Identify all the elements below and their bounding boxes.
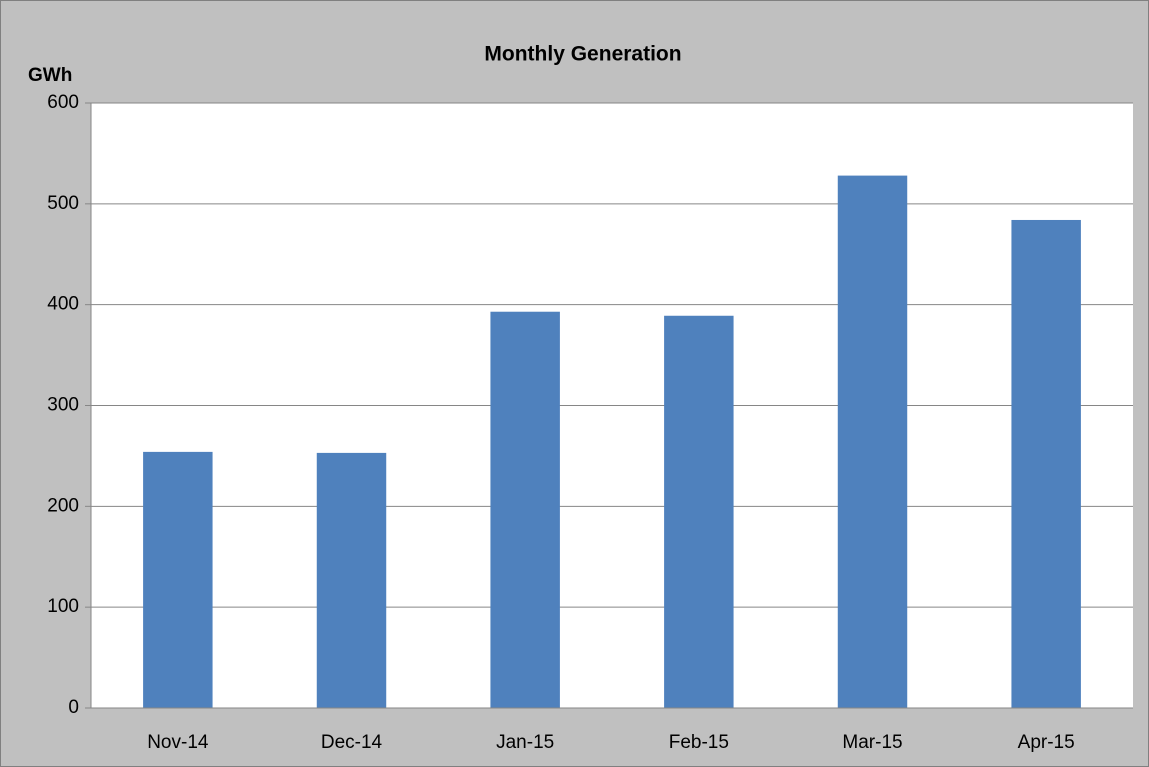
y-axis-label: GWh [28, 65, 72, 86]
x-tick-label: Mar-15 [842, 732, 902, 753]
x-tick-label: Jan-15 [496, 732, 554, 753]
y-tick-label: 400 [47, 294, 79, 315]
y-tick-label: 600 [47, 92, 79, 113]
y-tick-label: 0 [68, 697, 79, 718]
bar [1011, 219, 1081, 708]
y-tick-label: 100 [47, 596, 79, 617]
x-tick-label: Feb-15 [669, 732, 729, 753]
y-tick-label: 200 [47, 495, 79, 516]
bar [664, 315, 734, 708]
x-tick-label: Dec-14 [321, 732, 383, 753]
x-tick-label: Nov-14 [147, 732, 209, 753]
bar [837, 175, 908, 709]
x-tick-label: Apr-15 [1018, 732, 1075, 753]
y-tick-label: 300 [47, 395, 79, 416]
y-tick-label: 500 [47, 193, 79, 214]
chart-title: Monthly Generation [484, 43, 681, 66]
bar [490, 311, 560, 708]
bar [316, 452, 387, 708]
bar [143, 451, 213, 708]
